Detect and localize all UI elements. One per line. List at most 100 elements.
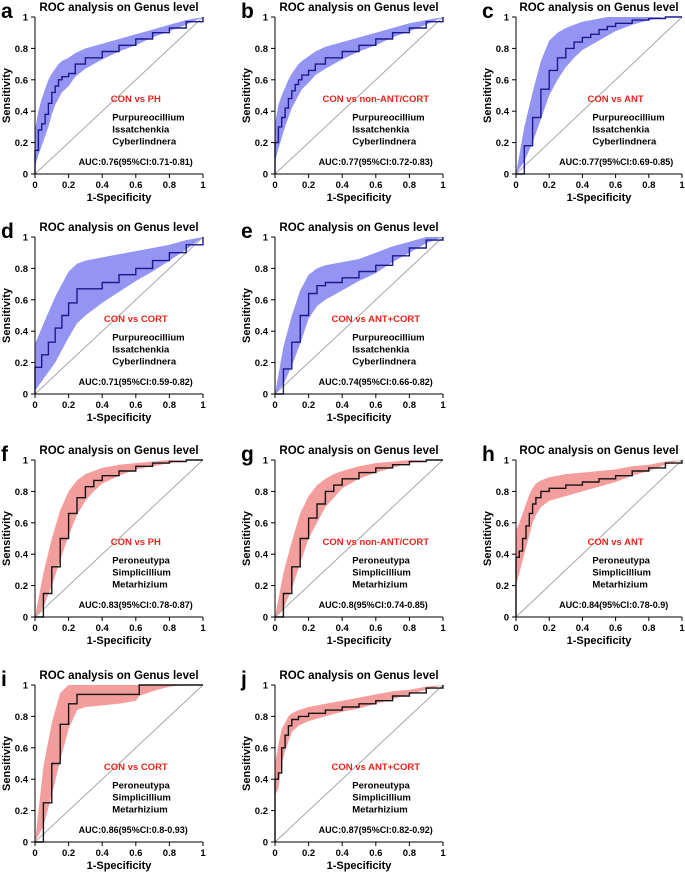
x-tick-label: 1 bbox=[200, 180, 206, 191]
confidence-band bbox=[35, 237, 203, 394]
roc-panel-i: i ROC analysis on Genus level 0 0.2 0.4 0.6 0.… bbox=[1, 668, 206, 872]
y-tick-label: 0.4 bbox=[255, 775, 269, 786]
genus-label: Simplicillium bbox=[352, 568, 411, 579]
genus-label: Cyberlindnera bbox=[112, 357, 177, 368]
auc-label: AUC:0.74(95%CI:0.66-0.82) bbox=[319, 377, 433, 387]
chart-title: ROC analysis on Genus level bbox=[519, 2, 678, 14]
panel-letter: j bbox=[240, 668, 247, 691]
y-tick-label: 1 bbox=[23, 681, 29, 692]
x-tick-label: 0 bbox=[513, 180, 518, 191]
y-axis-label: Sensitivity bbox=[241, 67, 253, 123]
x-tick-label: 0.4 bbox=[336, 400, 350, 411]
x-tick-label: 0.2 bbox=[62, 400, 75, 411]
reference-diagonal bbox=[34, 459, 204, 618]
auc-label: AUC:0.87(95%CI:0.82-0.92) bbox=[319, 825, 433, 835]
genus-label: Cyberlindnera bbox=[352, 137, 417, 148]
x-tick-label: 0.4 bbox=[576, 623, 590, 634]
y-tick-label: 1 bbox=[504, 456, 510, 467]
roc-curve bbox=[274, 17, 444, 174]
x-tick-label: 0.2 bbox=[62, 623, 75, 634]
y-tick-label: 0.6 bbox=[15, 518, 28, 529]
auc-label: AUC:0.83(95%CI:0.78-0.87) bbox=[79, 600, 193, 610]
genus-label: Issatchenkia bbox=[352, 125, 410, 136]
y-tick-label: 0.6 bbox=[15, 75, 28, 86]
y-tick-label: 1 bbox=[23, 13, 29, 24]
y-axis-label: Sensitivity bbox=[1, 735, 13, 791]
panel-letter: h bbox=[482, 443, 495, 466]
x-tick-label: 0.6 bbox=[129, 848, 142, 859]
x-tick-label: 0.8 bbox=[163, 400, 176, 411]
roc-panel-h: h ROC analysis on Genus level 0 0.2 0.4 0.6 0.… bbox=[482, 443, 685, 647]
y-tick-label: 0.6 bbox=[255, 295, 268, 306]
genus-label: Peroneutypa bbox=[592, 556, 650, 567]
x-tick-label: 1 bbox=[679, 623, 685, 634]
x-tick-label: 0.8 bbox=[163, 180, 176, 191]
y-tick-label: 0.8 bbox=[255, 264, 268, 275]
x-tick-label: 0.2 bbox=[62, 848, 75, 859]
y-tick-label: 0.4 bbox=[15, 327, 29, 338]
y-tick-label: 0.4 bbox=[255, 550, 269, 561]
x-axis-label: 1-Specificity bbox=[567, 192, 633, 204]
comparison-label: CON vs PH bbox=[111, 537, 161, 548]
auc-label: AUC:0.77(95%CI:0.72-0.83) bbox=[319, 157, 433, 167]
y-tick-label: 0.4 bbox=[255, 107, 269, 118]
y-tick-label: 0.2 bbox=[255, 806, 268, 817]
x-tick-label: 0.4 bbox=[96, 180, 110, 191]
x-axis-label: 1-Specificity bbox=[327, 860, 393, 872]
y-tick-label: 0.2 bbox=[15, 806, 28, 817]
roc-curve bbox=[34, 237, 204, 394]
y-tick-label: 0.2 bbox=[496, 581, 509, 592]
x-tick-label: 0.8 bbox=[403, 623, 416, 634]
x-axis-label: 1-Specificity bbox=[327, 412, 393, 424]
genus-label: Issatchenkia bbox=[592, 125, 650, 136]
y-tick-label: 0.4 bbox=[15, 550, 29, 561]
confidence-band bbox=[275, 460, 443, 617]
chart-title: ROC analysis on Genus level bbox=[279, 2, 438, 14]
genus-label: Purpureocillium bbox=[352, 333, 424, 344]
y-axis-label: Sensitivity bbox=[1, 287, 13, 343]
x-tick-label: 0.6 bbox=[369, 848, 382, 859]
comparison-label: CON vs PH bbox=[111, 94, 161, 105]
y-tick-label: 1 bbox=[23, 456, 29, 467]
auc-label: AUC:0.76(95%CI:0.71-0.81) bbox=[79, 157, 193, 167]
chart-title: ROC analysis on Genus level bbox=[39, 222, 198, 234]
roc-panel-e: e ROC analysis on Genus level 0 0.2 0.4 0.6 0.… bbox=[241, 220, 446, 424]
x-tick-label: 0.2 bbox=[543, 623, 556, 634]
y-tick-label: 0.6 bbox=[496, 518, 509, 529]
roc-curve bbox=[274, 685, 444, 842]
panel-letter: g bbox=[241, 443, 254, 466]
y-tick-label: 0.2 bbox=[255, 358, 268, 369]
confidence-band bbox=[35, 17, 203, 174]
x-tick-label: 0 bbox=[272, 623, 277, 634]
x-tick-label: 1 bbox=[440, 400, 446, 411]
y-tick-label: 0.4 bbox=[15, 775, 29, 786]
roc-panel-j: j ROC analysis on Genus level 0 0.2 0.4 0.6 0.… bbox=[240, 668, 446, 872]
x-tick-label: 0.8 bbox=[403, 848, 416, 859]
panel-letter: b bbox=[241, 0, 254, 23]
y-tick-label: 0.6 bbox=[255, 743, 268, 754]
x-tick-label: 0.8 bbox=[403, 400, 416, 411]
chart-title: ROC analysis on Genus level bbox=[39, 2, 198, 14]
x-tick-label: 0.8 bbox=[642, 180, 655, 191]
genus-label: Cyberlindnera bbox=[592, 137, 657, 148]
auc-label: AUC:0.71(95%CI:0.59-0.82) bbox=[79, 377, 193, 387]
y-tick-label: 0.8 bbox=[15, 487, 28, 498]
y-tick-label: 0.8 bbox=[15, 712, 28, 723]
comparison-label: CON vs ANT bbox=[588, 94, 644, 105]
y-tick-label: 0 bbox=[23, 170, 28, 181]
roc-panel-g: g ROC analysis on Genus level 0 0.2 0.4 0.6 0.… bbox=[241, 443, 446, 647]
reference-diagonal bbox=[34, 236, 204, 395]
y-tick-label: 0.4 bbox=[15, 107, 29, 118]
y-axis-label: Sensitivity bbox=[1, 510, 13, 566]
genus-label: Issatchenkia bbox=[112, 345, 170, 356]
y-tick-label: 1 bbox=[263, 456, 269, 467]
genus-label: Simplicillium bbox=[112, 568, 171, 579]
roc-curve bbox=[34, 17, 204, 174]
chart-title: ROC analysis on Genus level bbox=[279, 445, 438, 457]
y-tick-label: 0.2 bbox=[15, 138, 28, 149]
genus-label: Metarhizium bbox=[592, 580, 647, 591]
x-tick-label: 0.2 bbox=[543, 180, 556, 191]
reference-diagonal bbox=[34, 16, 204, 175]
y-tick-label: 0.6 bbox=[255, 75, 268, 86]
panel-letter: d bbox=[1, 220, 14, 243]
